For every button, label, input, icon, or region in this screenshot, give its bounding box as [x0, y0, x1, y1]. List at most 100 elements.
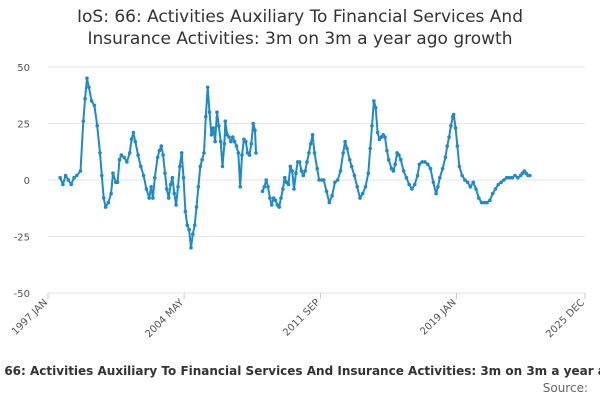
- data-point: [240, 153, 244, 157]
- data-point: [215, 110, 219, 114]
- data-point: [410, 187, 414, 191]
- data-point: [447, 135, 451, 139]
- data-point: [227, 135, 231, 139]
- data-point: [393, 162, 398, 166]
- data-point: [425, 162, 430, 166]
- data-point: [516, 175, 520, 180]
- data-point: [268, 196, 272, 200]
- chart-title-line-2: Insurance Activities: 3m on 3m a year ag…: [87, 29, 513, 49]
- data-point: [502, 178, 506, 182]
- data-point: [205, 85, 210, 90]
- data-point: [474, 187, 478, 191]
- data-point: [238, 185, 242, 189]
- data-point: [428, 166, 433, 171]
- data-point: [338, 169, 343, 173]
- data-point: [449, 124, 453, 128]
- data-point: [72, 175, 76, 180]
- data-point: [92, 103, 97, 108]
- y-tick-label: -50: [14, 289, 30, 300]
- data-point: [528, 173, 532, 178]
- data-point: [234, 144, 239, 148]
- data-point: [87, 85, 91, 90]
- data-point: [189, 246, 193, 250]
- data-point: [222, 142, 227, 146]
- data-point: [417, 162, 422, 166]
- data-point: [207, 110, 212, 114]
- data-point: [513, 173, 517, 178]
- data-point: [431, 180, 436, 185]
- data-point: [194, 205, 199, 209]
- data-point: [196, 185, 201, 189]
- data-point: [360, 191, 365, 196]
- data-point: [445, 144, 450, 148]
- data-point: [294, 171, 298, 175]
- data-point: [477, 196, 481, 200]
- data-point: [247, 153, 252, 157]
- data-point: [366, 171, 371, 175]
- data-point: [412, 182, 417, 187]
- data-point: [507, 175, 512, 180]
- data-point: [89, 99, 94, 103]
- data-point: [308, 142, 313, 146]
- footer-title: IoS: 66: Activities Auxiliary To Financi…: [0, 364, 600, 378]
- data-point: [187, 227, 191, 232]
- data-point: [198, 164, 203, 169]
- data-point: [510, 175, 514, 180]
- data-point: [192, 223, 197, 227]
- data-point: [415, 173, 420, 178]
- data-point: [273, 198, 278, 203]
- x-tick-label: 2011 SEP: [281, 297, 322, 338]
- data-point: [401, 169, 406, 173]
- data-point: [317, 178, 321, 182]
- data-point: [363, 185, 368, 189]
- data-point: [103, 205, 108, 209]
- data-point: [471, 180, 476, 185]
- data-point: [286, 182, 291, 187]
- data-point: [168, 182, 173, 187]
- data-point: [244, 139, 248, 144]
- data-point: [122, 155, 126, 160]
- data-point: [504, 175, 509, 180]
- data-point: [460, 173, 464, 178]
- data-point: [125, 160, 129, 164]
- data-point: [455, 144, 460, 148]
- data-point: [127, 151, 132, 155]
- data-point: [106, 200, 111, 205]
- data-point: [83, 96, 87, 101]
- data-point: [170, 175, 175, 180]
- chart-title-line-1: IoS: 66: Activities Auxiliary To Financi…: [77, 7, 523, 27]
- data-point: [157, 148, 162, 153]
- data-point: [307, 151, 311, 155]
- data-point: [352, 173, 357, 178]
- data-point: [264, 178, 269, 182]
- data-point: [58, 175, 62, 180]
- data-point: [223, 119, 228, 123]
- data-point: [345, 146, 349, 151]
- data-point: [63, 173, 68, 178]
- data-point: [81, 119, 86, 123]
- data-point: [111, 171, 115, 175]
- x-tick-label: 2025 DEC: [544, 297, 587, 340]
- data-point: [251, 121, 255, 126]
- data-point: [75, 173, 79, 178]
- data-point: [292, 187, 296, 191]
- data-point: [147, 196, 151, 200]
- chart-title: IoS: 66: Activities Auxiliary To Financi…: [0, 6, 600, 50]
- data-point: [78, 169, 83, 173]
- data-point: [129, 137, 134, 142]
- data-point: [499, 180, 503, 185]
- data-point: [220, 164, 225, 169]
- y-tick-label: 50: [17, 63, 30, 74]
- data-point: [324, 189, 329, 194]
- data-point: [347, 157, 352, 162]
- series-line: [59, 77, 257, 249]
- data-point: [166, 196, 171, 200]
- data-point: [262, 185, 267, 189]
- data-point: [335, 178, 340, 182]
- data-point: [217, 124, 221, 128]
- data-point: [288, 164, 293, 169]
- data-point: [333, 180, 337, 185]
- data-point: [115, 180, 120, 185]
- data-point: [253, 128, 257, 133]
